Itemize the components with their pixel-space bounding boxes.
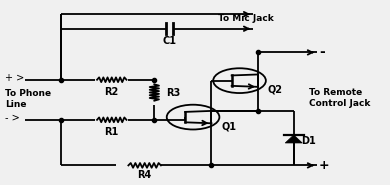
Text: - >: - > xyxy=(5,113,20,123)
Text: To Mic Jack: To Mic Jack xyxy=(218,14,274,23)
Text: -: - xyxy=(319,45,324,59)
Text: C1: C1 xyxy=(163,36,177,46)
Text: D1: D1 xyxy=(301,136,316,146)
Text: R3: R3 xyxy=(166,88,180,97)
Text: Q2: Q2 xyxy=(268,85,283,95)
Text: R2: R2 xyxy=(105,87,119,97)
Text: R4: R4 xyxy=(138,170,152,180)
Text: +: + xyxy=(319,159,330,172)
Text: To Remote
Control Jack: To Remote Control Jack xyxy=(309,88,370,108)
Polygon shape xyxy=(285,135,302,143)
Text: R1: R1 xyxy=(105,127,119,137)
Text: To Phone
Line: To Phone Line xyxy=(5,89,51,109)
Text: Q1: Q1 xyxy=(222,121,236,131)
Text: + >: + > xyxy=(5,73,25,83)
